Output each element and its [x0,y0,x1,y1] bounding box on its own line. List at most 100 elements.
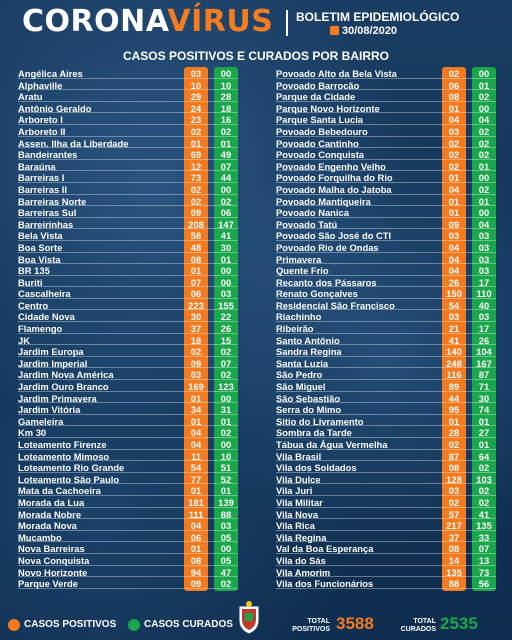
positivos-column-strip [184,67,208,591]
neighborhood-name: Bela Vista [18,230,63,242]
logo: CORONAVÍRUS [22,4,273,39]
positivos-value: 01 [448,415,460,427]
row-separator [18,437,238,438]
neighborhood-name: Vila do Sás [276,554,326,566]
neighborhood-name: Sandra Regina [276,346,342,358]
positivos-value: 26 [448,276,460,288]
curados-value: 02 [478,149,490,161]
row-separator [276,576,496,578]
row-separator [18,390,238,392]
neighborhood-name: Loteamento São Paulo [18,473,120,485]
curados-value: 03 [478,253,490,265]
curados-value: 02 [220,578,232,590]
positivos-value: 128 [446,473,462,485]
neighborhood-name: Jardim Ouro Branco [18,381,109,393]
curados-value: 00 [220,68,232,79]
row-separator [18,181,238,183]
row-separator [18,77,238,79]
curados-value: 10 [220,79,232,91]
neighborhood-name: Serra do Mimo [276,404,342,416]
positivos-value: 06 [190,288,202,300]
row-separator [18,321,238,323]
neighborhood-name: Povoado Tatú [276,218,338,230]
neighborhood-name: Vila Amorim [276,566,331,578]
row-separator [18,494,238,496]
curados-value: 123 [218,381,234,393]
positivos-value: 01 [190,265,202,277]
positivos-value: 89 [448,381,460,393]
row-separator [276,448,496,450]
neighborhood-name: Alphaville [18,79,63,91]
total-positivos-label-2: POSITIVOS [292,626,330,633]
neighborhood-name: Loteamento Firenze [18,439,107,450]
neighborhood-name: Km 30 [18,427,47,439]
neighborhood-name: Vila Dulce [276,473,321,485]
logo-part-2: VÍRUS [167,4,274,39]
row-separator [18,123,238,125]
curados-value: 00 [220,276,232,288]
curados-legend-dot [128,619,140,631]
curados-value: 00 [478,172,490,184]
neighborhood-name: Povoado São José do CTI [276,230,392,242]
curados-value: 40 [478,299,490,311]
curados-value: 16 [220,114,232,126]
curados-value: 41 [478,508,490,520]
neighborhood-name: Ribeirão [276,323,314,335]
neighborhood-name: Baraúna [18,160,56,172]
positivos-value: 04 [448,265,460,277]
curados-value: 00 [220,543,232,555]
neighborhood-name: Santa Luzia [276,357,329,369]
curados-legend-label: CASOS CURADOS [144,619,233,630]
positivos-value: 37 [448,531,460,543]
neighborhood-name: Val da Boa Esperança [276,543,374,555]
footer: CASOS POSITIVOS CASOS CURADOS TOTAL POSI… [0,610,512,640]
row-separator [18,263,238,265]
positivos-legend-dot [8,619,20,631]
curados-value: 17 [478,276,490,288]
neighborhood-name: Jardim Europa [18,346,84,358]
neighborhood-name: Arboreto II [18,125,66,137]
positivos-value: 01 [448,172,460,184]
row-separator [276,552,496,554]
neighborhood-name: Barreiras II [18,183,67,195]
positivos-value: 01 [448,195,460,207]
row-separator [276,460,496,462]
positivos-value: 09 [190,357,202,369]
neighborhood-name: Vila Nova [276,508,319,520]
row-separator [18,112,238,114]
curados-value: 07 [478,543,490,555]
total-positivos-label: TOTAL POSITIVOS [290,618,330,634]
neighborhood-name: Loteamento Rio Grande [18,462,125,474]
row-separator [276,494,496,496]
curados-value: 02 [220,346,232,358]
neighborhood-name: Angélica Aires [18,68,83,79]
neighborhood-name: Morada Nobre [18,508,82,520]
positivos-value: 07 [190,276,202,288]
positivos-value: 03 [190,369,202,381]
positivos-value: 87 [448,450,460,462]
positivos-value: 08 [448,462,460,474]
row-separator [276,541,496,543]
positivos-value: 02 [190,183,202,195]
positivos-value: 41 [448,334,460,346]
row-separator [276,112,496,114]
curados-value: 26 [220,323,232,335]
positivos-value: 04 [190,439,202,450]
neighborhood-name: JK [18,334,30,346]
curados-value: 88 [220,508,232,520]
curados-value: 01 [220,253,232,265]
curados-value: 02 [478,485,490,497]
curados-value: 15 [220,334,232,346]
row-separator [276,425,496,427]
positivos-value: 08 [448,91,460,103]
row-separator [18,379,238,381]
row-separator [18,576,238,578]
curados-value: 07 [220,357,232,369]
positivos-value: 04 [448,241,460,253]
positivos-value: 03 [448,230,460,242]
positivos-value: 10 [190,79,202,91]
positivos-value: 02 [448,496,460,508]
neighborhood-name: Parque da Cidade [276,91,356,103]
neighborhood-name: Povoado Forquilha do Rio [276,172,393,184]
positivos-value: 24 [190,102,202,114]
